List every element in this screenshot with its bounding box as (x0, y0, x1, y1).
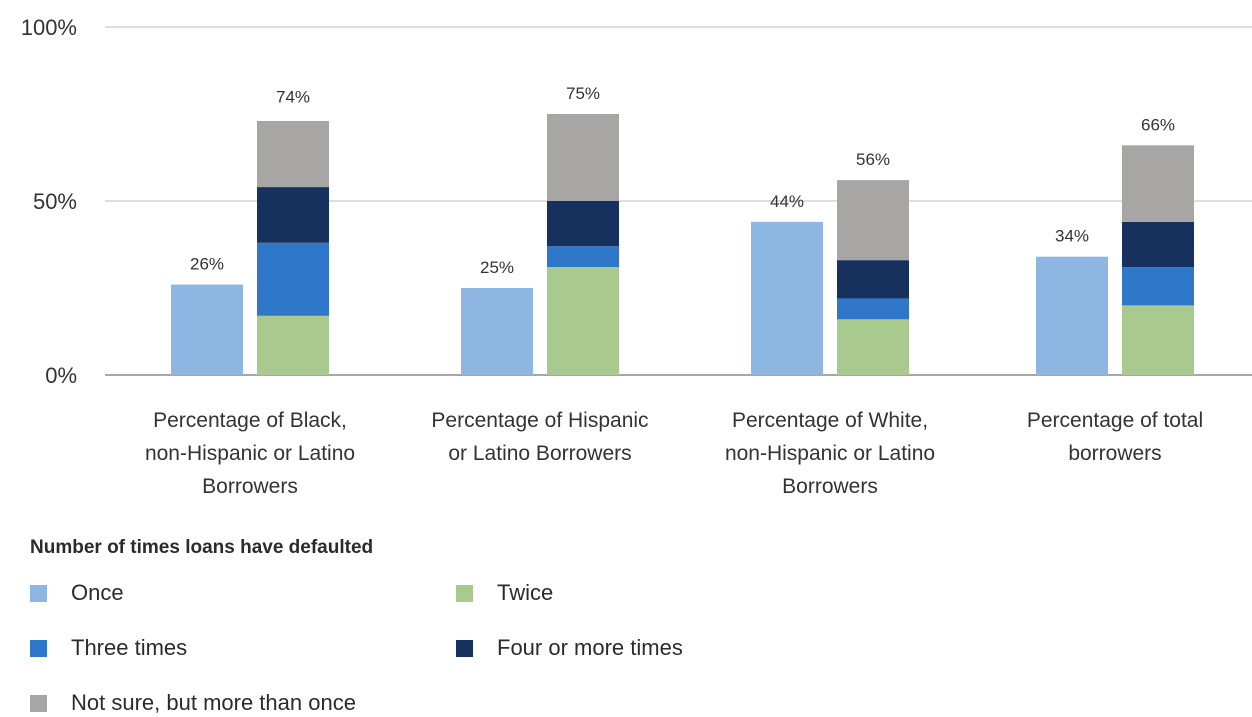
bar-segment-three-times-group-1 (257, 242, 329, 316)
bar-once-group-2 (461, 288, 533, 375)
bar-segment-three-times-group-3 (837, 298, 909, 320)
bar-segment-twice-group-3 (837, 319, 909, 375)
data-label-total-group-2: 75% (566, 84, 600, 103)
legend-item-not-sure: Not sure, but more than once (30, 690, 356, 716)
bar-segment-not-sure-but-more-than-once-group-1 (257, 120, 329, 188)
y-tick-label-0: 0% (45, 363, 77, 388)
legend-item-three-times: Three times (30, 635, 187, 661)
category-label-group-2-line-2: or Latino Borrowers (448, 442, 631, 465)
data-label-once-group-2: 25% (480, 258, 514, 277)
category-label-group-3-line-2: non-Hispanic or Latino (725, 442, 935, 465)
bar-segment-twice-group-2 (547, 267, 619, 375)
legend-swatch-four-or-more (456, 639, 473, 657)
category-label-group-3-line-3: Borrowers (782, 475, 878, 498)
legend-swatch-twice (456, 584, 473, 602)
data-label-total-group-3: 56% (856, 150, 890, 169)
bar-segment-four-or-more-times-group-4 (1122, 221, 1194, 268)
legend-item-twice: Twice (456, 580, 553, 606)
category-label-group-1-line-2: non-Hispanic or Latino (145, 442, 355, 465)
legend-item-once: Once (30, 580, 124, 606)
legend-label-twice: Twice (497, 580, 554, 605)
bar-segment-four-or-more-times-group-2 (547, 201, 619, 247)
y-tick-label-50: 50% (33, 189, 77, 214)
category-label-group-4-line-2: borrowers (1068, 442, 1161, 465)
legend-label-three-times: Three times (71, 635, 188, 660)
bar-once-group-1 (171, 284, 243, 375)
legend-swatch-three-times (30, 639, 47, 657)
bar-segment-four-or-more-times-group-1 (257, 187, 329, 243)
bar-segment-not-sure-but-more-than-once-group-2 (547, 114, 619, 201)
legend-title: Number of times loans have defaulted (30, 537, 374, 558)
data-label-once-group-1: 26% (190, 255, 224, 274)
category-label-group-4-line-1: Percentage of total (1027, 409, 1203, 432)
bar-segment-twice-group-4 (1122, 305, 1194, 375)
bar-segment-four-or-more-times-group-3 (837, 260, 909, 299)
bar-once-group-3 (751, 221, 823, 375)
bar-once-group-4 (1036, 256, 1108, 375)
data-label-total-group-4: 66% (1141, 115, 1175, 134)
stacked-bar-chart: 0% 50% 100% 26% 74% Percentage of Black, non-H… (21, 15, 1252, 498)
legend-label-not-sure: Not sure, but more than once (71, 690, 356, 715)
bar-segment-three-times-group-4 (1122, 267, 1194, 306)
bar-segment-three-times-group-2 (547, 246, 619, 268)
legend-label-once: Once (71, 580, 124, 605)
bar-segment-twice-group-1 (257, 315, 329, 375)
legend-item-four-or-more: Four or more times (456, 635, 683, 661)
bar-segment-not-sure-but-more-than-once-group-3 (837, 180, 909, 261)
category-label-group-2-line-1: Percentage of Hispanic (431, 409, 648, 432)
category-label-group-3-line-1: Percentage of White, (732, 409, 928, 432)
legend-swatch-not-sure (30, 694, 47, 712)
data-label-total-group-1: 74% (276, 87, 310, 106)
category-label-group-1-line-1: Percentage of Black, (153, 409, 347, 432)
data-label-once-group-3: 44% (770, 192, 804, 211)
legend-label-four-or-more: Four or more times (497, 635, 683, 660)
bar-segment-not-sure-but-more-than-once-group-4 (1122, 145, 1194, 222)
category-label-group-1-line-3: Borrowers (202, 475, 298, 498)
y-tick-label-100: 100% (21, 15, 77, 40)
legend-swatch-once (30, 584, 47, 602)
data-label-once-group-4: 34% (1055, 227, 1089, 246)
